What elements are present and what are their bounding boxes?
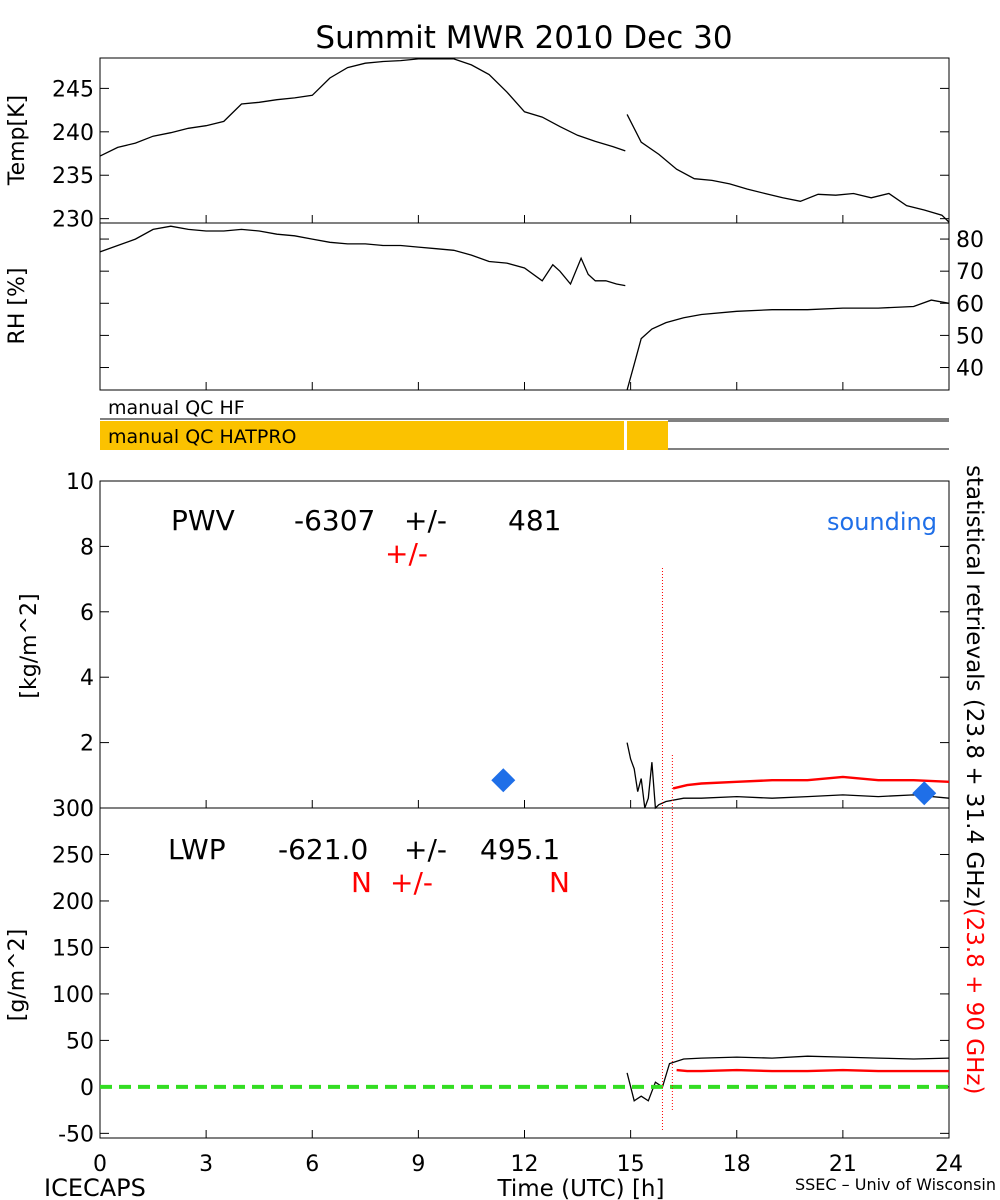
pwv-label: PWV	[171, 504, 235, 537]
lwp-error: 495.1	[480, 833, 560, 866]
pwv-plusminus: +/-	[404, 504, 447, 537]
footer-right: SSEC – Univ of Wisconsin	[795, 1175, 996, 1194]
rh-ytick-label: 40	[956, 357, 984, 382]
qc-hatpro-bar	[100, 421, 668, 450]
temp-series-black	[99, 58, 626, 157]
pwv-value: -6307	[294, 504, 375, 537]
lwp-series-black	[626, 1055, 950, 1102]
lwp-red-n2: N	[549, 866, 570, 899]
lwp-ytick-label: 50	[66, 1029, 94, 1054]
rh-panel-frame	[99, 222, 950, 391]
temp-ytick-label: 240	[52, 121, 94, 146]
red-spike-lines	[661, 568, 673, 1132]
x-tick-label: 3	[199, 1152, 213, 1177]
rh-ytick-label: 80	[956, 228, 984, 253]
pwv-ytick-label: 2	[80, 732, 94, 757]
temp-ytick-label: 230	[52, 208, 94, 233]
lwp-ytick-label: 150	[52, 936, 94, 961]
pwv-panel: [kg/m^2] 0 2 4 6 8 10 PWV -6307 +/- 481 +/- s…	[17, 470, 950, 822]
pwv-ytick-label: 8	[80, 535, 94, 560]
lwp-ytick-label: 0	[80, 1076, 94, 1101]
x-tick-label: 24	[935, 1152, 963, 1177]
qc-hatpro-label: manual QC HATPRO	[108, 426, 297, 448]
temp-ytick-label: 235	[52, 164, 94, 189]
lwp-ytick-label: 250	[52, 843, 94, 868]
sounding-legend: sounding	[827, 508, 937, 536]
right-axis-label: statistical retrievals (23.8 + 31.4 GHz)…	[961, 465, 987, 1094]
lwp-ytick-label: 200	[52, 890, 94, 915]
temp-panel-frame	[99, 57, 950, 224]
pwv-series-black	[626, 742, 950, 810]
pwv-ytick-label: 4	[80, 666, 94, 691]
rh-ytick-label: 70	[956, 260, 984, 285]
pwv-ytick-label: 6	[80, 601, 94, 626]
lwp-ytick-label: 300	[52, 797, 94, 822]
x-tick-label: 0	[93, 1152, 107, 1177]
x-tick-label: 21	[829, 1152, 857, 1177]
rh-series-black	[626, 299, 950, 391]
qc-bars: manual QC HF manual QC HATPRO	[100, 397, 949, 450]
right-label-red: (23.8 + 90 GHz)	[961, 908, 987, 1095]
right-label-black: statistical retrievals (23.8 + 31.4 GHz)	[961, 465, 987, 908]
temp-ytick-label: 245	[52, 77, 94, 102]
lwp-value: -621.0	[278, 833, 368, 866]
pwv-ytick-label: 0	[80, 797, 94, 822]
temp-panel: Temp[K] 230 235 240 245	[5, 57, 950, 233]
lwp-ytick-label: -50	[58, 1122, 94, 1147]
sounding-marker	[491, 768, 516, 793]
rh-panel: RH [%] 40 50 60 70 80	[5, 222, 984, 391]
lwp-ylabel: [g/m^2]	[5, 929, 30, 1021]
qc-hatpro-gap	[624, 421, 627, 450]
x-tick-label: 15	[617, 1152, 645, 1177]
rh-ylabel: RH [%]	[5, 268, 30, 345]
lwp-label: LWP	[168, 833, 226, 866]
chart-title: Summit MWR 2010 Dec 30	[315, 20, 732, 56]
x-tick-label: 12	[511, 1152, 539, 1177]
pwv-error: 481	[508, 504, 561, 537]
x-tick-label: 9	[411, 1152, 425, 1177]
temp-ylabel: Temp[K]	[5, 95, 30, 186]
pwv-series-red	[672, 775, 950, 790]
lwp-red-plusminus: +/-	[390, 866, 433, 899]
pwv-red-plusminus: +/-	[385, 537, 428, 570]
rh-ytick-label: 60	[956, 292, 984, 317]
x-tick-label: 18	[723, 1152, 751, 1177]
lwp-series-red	[676, 1068, 949, 1073]
lwp-plusminus: +/-	[404, 833, 447, 866]
qc-hf-label: manual QC HF	[108, 397, 245, 419]
temp-series-black	[626, 114, 950, 223]
footer-left: ICECAPS	[44, 1174, 146, 1200]
x-tick-label: 6	[305, 1152, 319, 1177]
pwv-ytick-label: 10	[66, 470, 94, 495]
x-axis-label: Time (UTC) [h]	[497, 1176, 665, 1200]
pwv-ylabel: [kg/m^2]	[17, 593, 42, 698]
sounding-marker	[912, 781, 937, 806]
lwp-red-n1: N	[351, 866, 372, 899]
lwp-ytick-label: 100	[52, 983, 94, 1008]
rh-series-black	[99, 225, 626, 287]
lwp-panel: [g/m^2] -50 0 50 100 150 200 250 300 LWP -621.0…	[5, 797, 950, 1147]
rh-ytick-label: 50	[956, 324, 984, 349]
